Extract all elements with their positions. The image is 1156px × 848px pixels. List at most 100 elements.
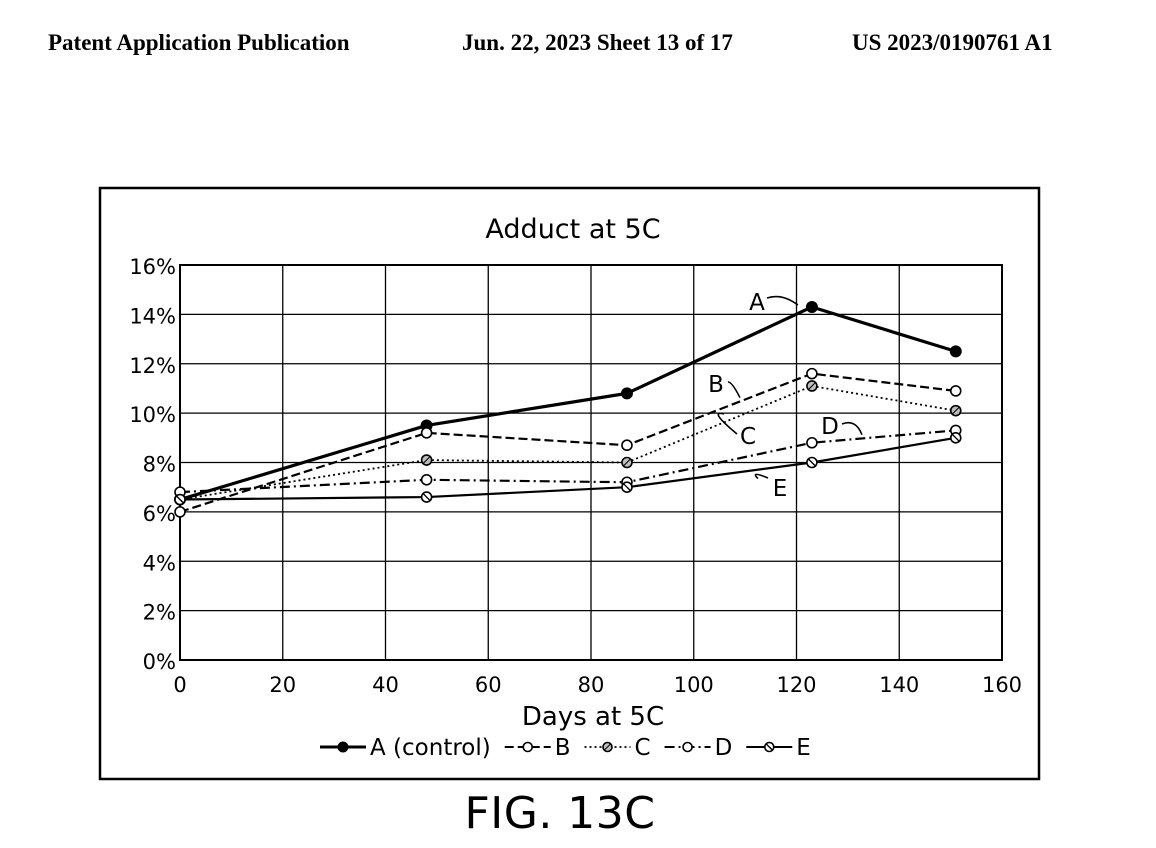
data-point — [620, 387, 633, 400]
series-e — [174, 432, 962, 506]
data-point — [174, 493, 186, 506]
marker-filled — [805, 300, 818, 313]
marker-open — [420, 473, 433, 486]
marker-filled — [620, 387, 633, 400]
callout-c: C — [717, 412, 756, 450]
x-tick-label: 120 — [776, 673, 816, 697]
callout-leader — [841, 421, 863, 436]
y-tick-label: 8% — [143, 453, 176, 477]
marker-slash-line — [765, 743, 773, 751]
y-tick-label: 14% — [129, 304, 176, 328]
data-point — [420, 454, 433, 466]
data-point — [522, 741, 534, 753]
callout-leader — [727, 381, 741, 398]
data-point — [949, 345, 962, 358]
legend-item-d: D — [664, 735, 733, 761]
legend-item-c: C — [584, 735, 651, 761]
marker-filled — [337, 741, 349, 753]
series-b — [174, 367, 962, 518]
marker-slash-line — [622, 483, 631, 492]
legend-label: A (control) — [370, 735, 491, 761]
marker-open — [420, 427, 433, 439]
callout-label: B — [708, 372, 724, 398]
legend-label: D — [715, 735, 733, 761]
marker-slash-line — [422, 493, 431, 502]
marker-open — [806, 436, 818, 449]
callout-label: C — [740, 424, 756, 450]
marker-hatch-line — [808, 382, 816, 390]
x-axis-ticks: 0 20 40 60 80 100 120 140 160 — [173, 673, 1022, 697]
x-tick-label: 0 — [173, 673, 186, 697]
chart-frame — [98, 186, 1041, 781]
header-date-sheet: Jun. 22, 2023 Sheet 13 of 17 — [462, 30, 733, 55]
callout-leader — [754, 473, 769, 480]
marker-open — [522, 741, 534, 753]
data-point — [763, 741, 775, 753]
y-tick-label: 10% — [129, 403, 176, 427]
x-tick-label: 100 — [674, 673, 714, 697]
data-point — [337, 741, 349, 753]
callout-d: D — [821, 414, 863, 440]
marker-hatch-line — [603, 743, 612, 751]
callout-b: B — [708, 372, 741, 398]
x-tick-label: 20 — [269, 673, 296, 697]
callout-leader — [766, 295, 799, 306]
y-axis-ticks: 0% 2% 4% 6% 8% 10% 12% 14% 16% — [129, 255, 176, 674]
marker-hatch-line — [951, 406, 960, 415]
legend-label: E — [796, 735, 811, 761]
data-series — [174, 300, 962, 518]
chart-legend: A (control) B C D E — [320, 735, 811, 761]
data-point — [420, 427, 433, 439]
marker-open — [621, 439, 633, 452]
chart-title: Adduct at 5C — [485, 214, 660, 245]
legend-label: C — [635, 735, 651, 761]
callout-a: A — [749, 290, 799, 316]
data-point — [621, 439, 633, 452]
callout-label: A — [749, 290, 765, 316]
legend-item-a: A (control) — [320, 735, 491, 761]
data-point — [949, 432, 962, 444]
data-point — [806, 456, 818, 469]
marker-hatch-line — [623, 458, 631, 467]
x-axis-title: Days at 5C — [522, 702, 664, 732]
callout-leader — [717, 412, 738, 435]
header-publication-type: Patent Application Publication — [48, 30, 350, 55]
data-point — [949, 385, 962, 397]
marker-open — [806, 367, 818, 380]
data-point — [621, 481, 633, 493]
callout-e: E — [754, 473, 788, 502]
y-tick-label: 6% — [143, 502, 176, 526]
grid-lines — [180, 265, 1002, 660]
data-point — [602, 741, 613, 753]
data-point — [805, 300, 818, 313]
data-point — [806, 367, 818, 380]
series-callouts: A BC D E — [708, 290, 863, 502]
header-publication-number: US 2023/0190761 A1 — [852, 30, 1053, 55]
data-point — [949, 404, 962, 417]
marker-slash-line — [807, 458, 816, 467]
legend-label: B — [555, 735, 571, 761]
data-point — [621, 456, 633, 469]
legend-item-b: B — [504, 735, 571, 761]
marker-hatch-line — [422, 456, 431, 464]
x-tick-label: 80 — [578, 673, 605, 697]
y-tick-label: 12% — [129, 354, 176, 378]
data-point — [174, 506, 186, 518]
data-point — [806, 380, 818, 392]
x-tick-label: 40 — [372, 673, 399, 697]
x-tick-label: 140 — [879, 673, 919, 697]
callout-label: E — [773, 476, 788, 502]
legend-item-e: E — [746, 735, 811, 761]
x-tick-label: 60 — [475, 673, 502, 697]
series-c — [174, 380, 962, 506]
x-tick-label: 160 — [982, 673, 1022, 697]
y-tick-label: 16% — [129, 255, 176, 279]
data-point — [806, 436, 818, 449]
y-tick-label: 2% — [143, 601, 176, 625]
y-tick-label: 4% — [143, 551, 176, 575]
marker-slash-line — [951, 433, 960, 442]
data-point — [682, 741, 693, 753]
data-point — [420, 491, 433, 503]
marker-open — [682, 741, 693, 753]
